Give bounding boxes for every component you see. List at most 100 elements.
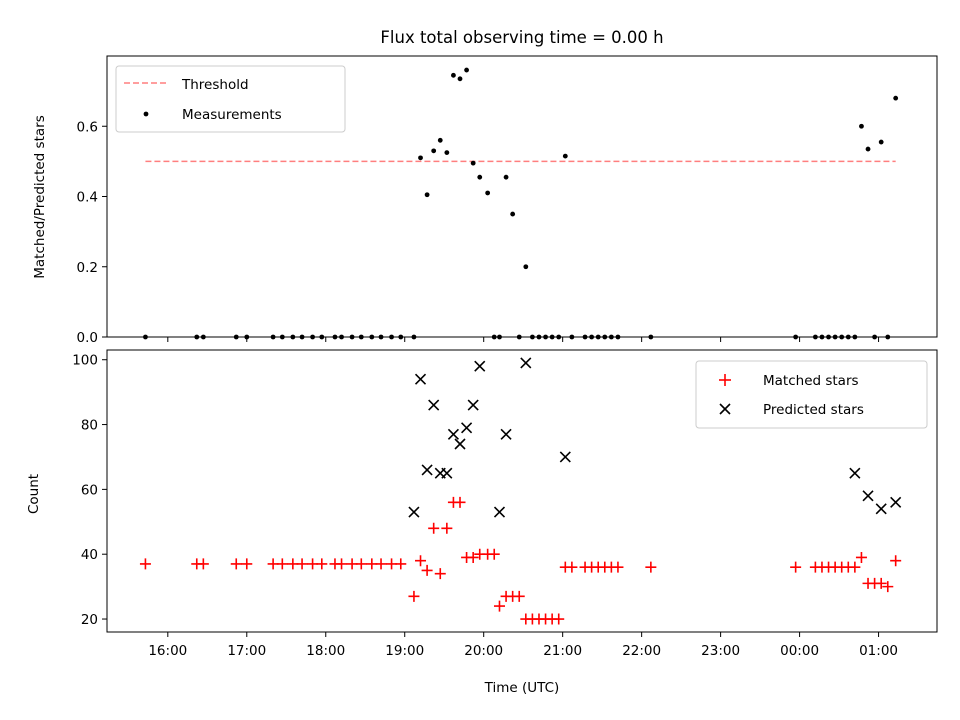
legend-predicted-swatch <box>719 403 731 415</box>
predicted-star-point <box>849 467 861 479</box>
bottom-legend: Matched stars Predicted stars <box>695 360 928 429</box>
predicted-star-point <box>493 506 506 518</box>
matched-star-point <box>467 551 479 563</box>
legend-threshold-label: Threshold <box>181 77 249 93</box>
x-tick-label: 20:00 <box>464 643 503 659</box>
matched-star-point <box>493 600 505 612</box>
matched-star-point <box>241 558 253 570</box>
predicted-star-point <box>454 438 466 450</box>
bottom-y-tick-label: 100 <box>72 353 98 369</box>
bottom-y-axis-label: Count <box>26 474 42 514</box>
measurement-point <box>503 174 509 180</box>
measurement-point <box>878 139 884 145</box>
bottom-y-tick-label: 60 <box>81 482 98 498</box>
matched-star-point <box>395 558 407 570</box>
predicted-star-point <box>441 467 453 479</box>
x-tick-label: 23:00 <box>701 643 740 659</box>
bottom-y-tick-label: 80 <box>81 418 98 434</box>
predicted-star-point <box>862 490 874 502</box>
matched-star-point <box>346 558 358 570</box>
legend-matched-swatch <box>719 374 731 386</box>
matched-star-point <box>296 558 308 570</box>
bottom-y-tick-label: 40 <box>81 547 98 563</box>
top-y-tick-label: 0.6 <box>77 119 98 135</box>
measurement-point <box>431 148 437 154</box>
measurement-point <box>865 146 871 152</box>
predicted-star-point <box>408 506 420 518</box>
matched-star-point <box>197 558 209 570</box>
measurement-point <box>464 67 469 73</box>
matched-star-point <box>415 555 427 567</box>
matched-star-point <box>645 561 657 573</box>
measurement-point <box>477 174 483 180</box>
top-y-tick-label: 0.4 <box>77 190 98 206</box>
predicted-star-point <box>474 360 486 372</box>
top-y-axis-label: Matched/Predicted stars <box>32 115 48 278</box>
matched-star-point <box>230 558 242 570</box>
top-legend: Threshold Measurements <box>115 65 346 133</box>
bottom-legend-box <box>695 360 928 429</box>
predicted-star-point <box>421 464 433 476</box>
x-tick-label: 01:00 <box>859 643 898 659</box>
predicted-star-point <box>428 399 440 411</box>
matched-star-point <box>287 558 299 570</box>
measurement-point <box>418 155 423 161</box>
matched-star-point <box>434 568 446 580</box>
matched-star-point <box>790 561 802 573</box>
predicted-star-point <box>890 496 902 508</box>
x-tick-label: 19:00 <box>385 643 424 659</box>
legend-matched-label: Matched stars <box>763 373 859 389</box>
matched-star-point <box>890 555 902 567</box>
predicted-star-point <box>414 373 427 385</box>
legend-predicted-label: Predicted stars <box>763 402 864 418</box>
matched-star-point <box>386 558 398 570</box>
matched-star-point <box>421 564 433 576</box>
measurement-point <box>444 150 450 155</box>
x-tick-label: 00:00 <box>780 643 819 659</box>
predicted-star-point <box>875 503 887 515</box>
matched-star-point <box>553 613 565 625</box>
matched-star-point <box>307 558 319 570</box>
measurement-point <box>523 264 529 270</box>
matched-star-point <box>366 558 378 570</box>
matched-star-point <box>513 590 525 602</box>
bottom-y-tick-label: 20 <box>81 612 98 628</box>
bottom-axes-frame <box>106 349 938 633</box>
matched-star-point <box>408 590 420 602</box>
matched-star-point <box>139 558 151 570</box>
top-legend-box <box>115 65 346 133</box>
predicted-star-point <box>467 399 479 411</box>
x-axis-label: Time (UTC) <box>484 680 560 696</box>
legend-measurements-swatch <box>143 111 149 117</box>
measurement-point <box>451 72 456 78</box>
matched-star-point <box>454 496 466 508</box>
measurement-point <box>457 76 463 82</box>
x-tick-label: 18:00 <box>306 643 345 659</box>
measurement-point <box>893 95 899 101</box>
legend-measurements-label: Measurements <box>182 107 282 123</box>
matched-star-point <box>566 561 578 573</box>
matched-star-point <box>336 558 348 570</box>
predicted-star-point <box>461 422 473 434</box>
matched-star-point <box>612 561 624 573</box>
matched-star-point <box>355 558 367 570</box>
matched-star-point <box>441 522 453 534</box>
predicted-star-point <box>520 357 532 369</box>
measurement-point <box>424 192 430 198</box>
measurement-point <box>859 123 864 129</box>
top-y-tick-label: 0.0 <box>77 330 98 346</box>
predicted-star-point <box>447 428 459 440</box>
matched-star-point <box>428 522 440 534</box>
measurement-point <box>470 160 476 166</box>
top-panel: 0.0 0.2 0.4 0.6 Matched/Predicted stars Thr… <box>32 55 938 346</box>
x-tick-label: 17:00 <box>227 643 266 659</box>
measurement-point <box>510 211 516 217</box>
matched-star-point <box>875 577 887 589</box>
matched-star-point <box>267 558 279 570</box>
matched-star-point <box>276 558 288 570</box>
measurement-point <box>437 137 443 143</box>
matched-star-point <box>849 561 861 573</box>
chart-title: Flux total observing time = 0.00 h <box>380 28 663 47</box>
predicted-star-point <box>559 451 571 463</box>
